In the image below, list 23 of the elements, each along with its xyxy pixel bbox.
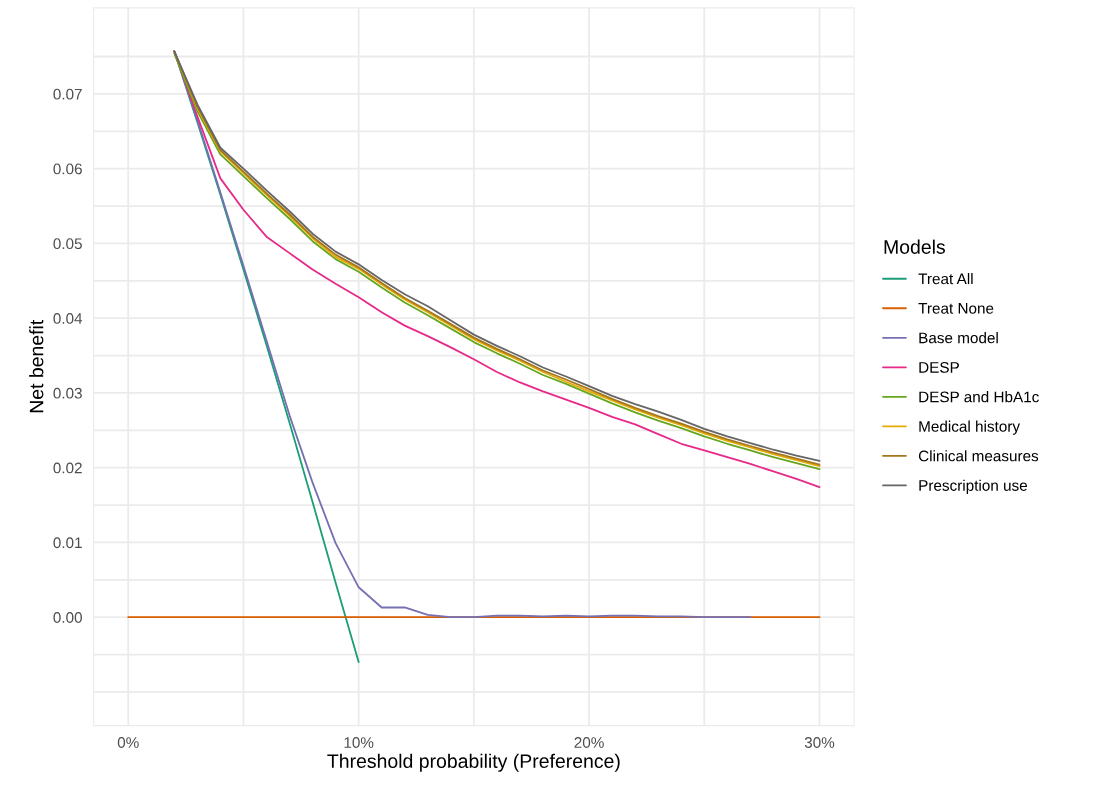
legend-title: Models xyxy=(884,239,945,254)
legend-label: Treat All xyxy=(918,273,973,285)
legend-label: Medical history xyxy=(919,420,1020,435)
legend-label: Prescription use xyxy=(919,479,1028,494)
x-tick-label: 20% xyxy=(574,737,604,748)
legend-label: Treat None xyxy=(918,303,994,314)
y-tick-label: 0.07 xyxy=(53,88,82,100)
legend-label: Base model xyxy=(919,332,998,344)
y-tick-label: 0.01 xyxy=(53,537,82,549)
y-tick-label: 0.05 xyxy=(53,238,82,250)
y-tick-label: 0.00 xyxy=(53,612,82,623)
x-tick-label: 10% xyxy=(344,737,374,748)
y-tick-label: 0.02 xyxy=(53,462,82,474)
y-tick-label: 0.03 xyxy=(53,387,82,399)
legend-label: Clinical measures xyxy=(918,450,1039,462)
x-axis-title: Threshold probability (Preference) xyxy=(327,753,620,772)
x-tick-label: 30% xyxy=(804,737,835,748)
legend-label: DESP and HbA1c xyxy=(919,391,1039,403)
y-tick-label: 0.04 xyxy=(53,313,83,324)
x-tick-label: 0% xyxy=(117,737,139,748)
y-tick-label: 0.06 xyxy=(53,163,82,175)
y-axis-title: Net benefit xyxy=(29,319,44,413)
legend-label: DESP xyxy=(919,361,959,373)
